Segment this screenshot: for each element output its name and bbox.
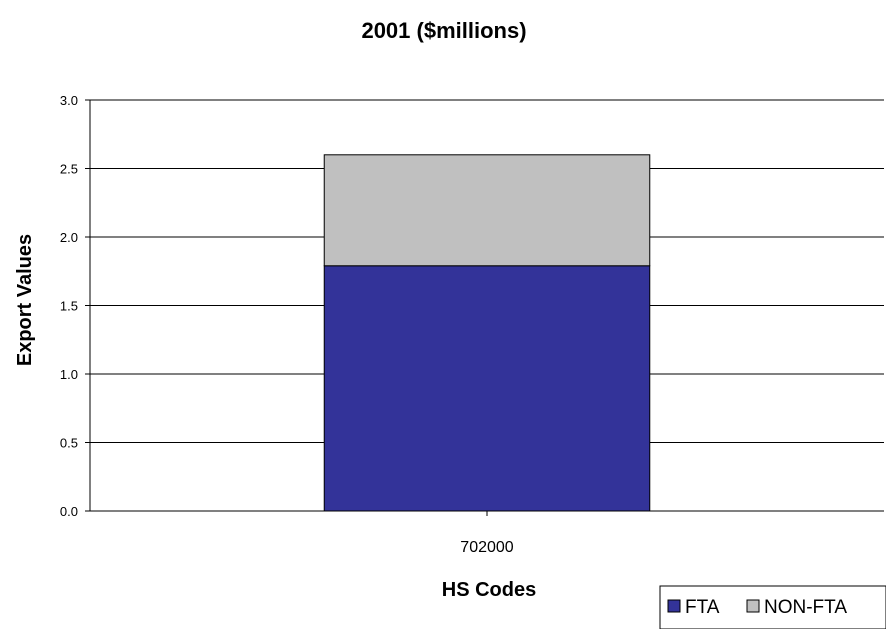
bar-fta-702000 [323, 265, 651, 512]
bar-non-fta-702000 [323, 154, 651, 267]
y-tick-label: 0.0 [60, 504, 78, 519]
chart-title: 2001 ($millions) [361, 18, 526, 43]
y-tick-label: 0.5 [60, 436, 78, 451]
legend-label-fta: FTA [685, 597, 720, 618]
x-tick-labels: 702000 [460, 539, 513, 556]
y-tick-label: 2.0 [60, 230, 78, 245]
legend-swatch-fta [667, 599, 681, 613]
y-tick-label: 2.5 [60, 162, 78, 177]
y-tick-labels: 0.0 0.5 1.0 1.5 2.0 2.5 3.0 [60, 93, 78, 519]
legend-swatch-non-fta [746, 599, 760, 613]
legend: FTA NON-FTA [659, 585, 886, 629]
legend-box [659, 585, 886, 629]
bars [323, 154, 651, 512]
y-tick-label: 3.0 [60, 93, 78, 108]
y-tick-label: 1.5 [60, 299, 78, 314]
y-axis-title: Export Values [14, 234, 36, 366]
legend-label-non-fta: NON-FTA [764, 597, 847, 618]
x-tick-label: 702000 [460, 539, 513, 556]
y-tick-label: 1.0 [60, 367, 78, 382]
x-axis-title: HS Codes [442, 579, 536, 601]
